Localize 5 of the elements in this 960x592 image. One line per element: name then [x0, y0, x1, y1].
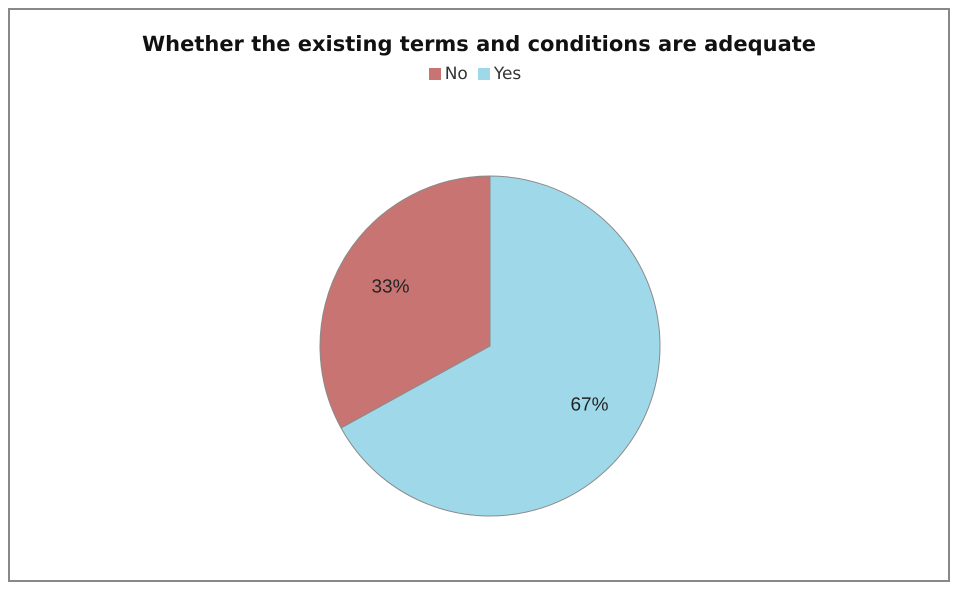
legend-label: No — [444, 64, 468, 84]
data-label: 33% — [371, 276, 410, 298]
legend-label: Yes — [494, 64, 522, 84]
data-label: 67% — [570, 394, 609, 416]
chart-title: Whether the existing terms and conditions are adequate — [140, 31, 818, 56]
